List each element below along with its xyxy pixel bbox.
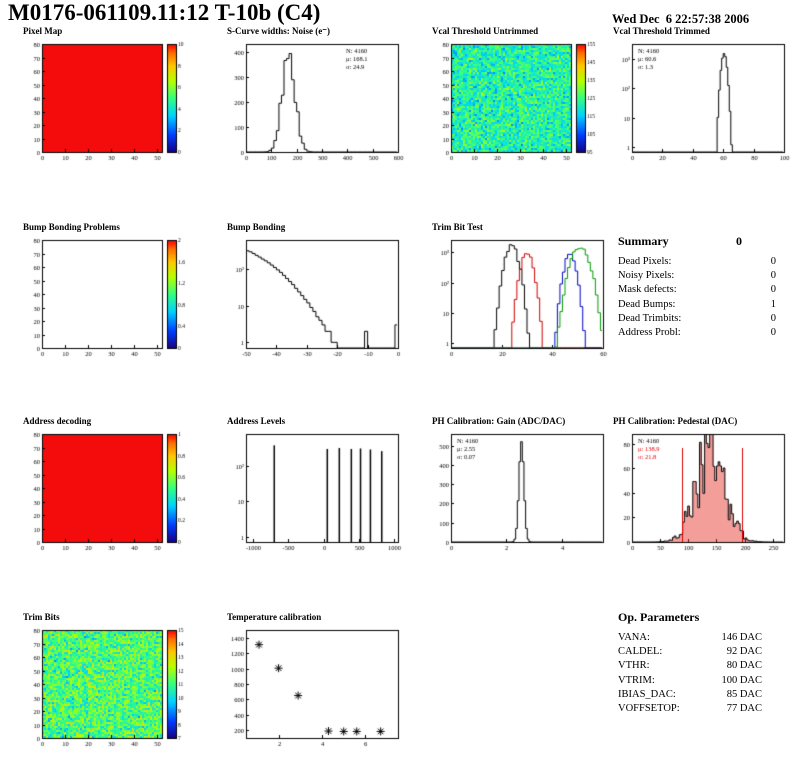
summary-row-value: 0 xyxy=(770,256,776,267)
summary-row-label: Noisy Pixels: xyxy=(618,270,675,282)
op-parameter-row: VTRIM: 100 DAC xyxy=(618,674,784,688)
summary-heading-value: 0 xyxy=(736,234,742,248)
vcal-trimmed-plot: Vcal Threshold Trimmed xyxy=(606,26,792,170)
pixel-map-title: Pixel Map xyxy=(23,26,63,36)
address-levels-canvas xyxy=(220,428,406,560)
bump-bonding-title: Bump Bonding xyxy=(227,222,286,232)
op-parameters-block: Op. Parameters VANA: 146 DAC CALDEL: 92 DA… xyxy=(606,610,784,716)
op-parameter-value: 100 DAC xyxy=(721,674,762,686)
summary-row: Dead Pixels: 0 xyxy=(618,255,784,269)
op-parameter-label: IBIAS_DAC: xyxy=(618,688,676,700)
vcal-trimmed-title: Vcal Threshold Trimmed xyxy=(613,26,710,36)
vcal-untrimmed-title: Vcal Threshold Untrimmed xyxy=(432,26,539,36)
summary-row: Dead Trimbits: 0 xyxy=(618,312,784,326)
vcal-untrimmed-canvas xyxy=(425,38,611,170)
bump-bonding-canvas xyxy=(220,234,406,366)
trim-bit-test-title: Trim Bit Test xyxy=(432,222,483,232)
scurve-noise-title: S-Curve widths: Noise (e⁻) xyxy=(227,26,330,36)
op-parameter-value: 77 DAC xyxy=(726,703,762,715)
timestamp: Wed Dec 6 22:57:38 2006 xyxy=(612,12,750,26)
ph-pedestal-canvas xyxy=(606,428,792,560)
op-parameter-label: VANA: xyxy=(618,632,650,643)
op-parameter-row: VTHR: 80 DAC xyxy=(618,659,784,673)
op-parameter-label: VTHR: xyxy=(618,660,650,672)
temp-calibration-plot: Temperature calibration xyxy=(220,612,406,756)
summary-heading-label: Summary xyxy=(618,234,669,248)
trim-bit-test-plot: Trim Bit Test xyxy=(425,222,611,366)
scurve-noise-canvas xyxy=(220,38,406,170)
summary-heading: Summary 0 xyxy=(618,234,784,249)
vcal-untrimmed-plot: Vcal Threshold Untrimmed xyxy=(425,26,611,170)
trim-bits-plot: Trim Bits xyxy=(16,612,202,756)
trim-bits-canvas xyxy=(16,624,202,756)
op-parameter-value: 92 DAC xyxy=(726,646,762,658)
pixel-map-plot: Pixel Map xyxy=(16,26,202,170)
bump-bonding-plot: Bump Bonding xyxy=(220,222,406,366)
address-decoding-title: Address decoding xyxy=(23,416,92,426)
summary-row-label: Address Probl: xyxy=(618,327,681,339)
op-parameter-label: CALDEL: xyxy=(618,646,663,658)
address-levels-title: Address Levels xyxy=(227,416,286,426)
ph-gain-canvas xyxy=(425,428,611,560)
trim-bit-test-canvas xyxy=(425,234,611,366)
address-decoding-canvas xyxy=(16,428,202,560)
ph-gain-plot: PH Calibration: Gain (ADC/DAC) xyxy=(425,416,611,560)
op-parameter-value: 80 DAC xyxy=(726,660,762,672)
summary-row-value: 0 xyxy=(770,312,776,324)
summary-row: Mask defects: 0 xyxy=(618,283,784,297)
bump-problems-title: Bump Bonding Problems xyxy=(23,222,120,232)
summary-row-value: 1 xyxy=(770,298,776,310)
summary-row-label: Dead Pixels: xyxy=(618,256,672,267)
ph-pedestal-title: PH Calibration: Pedestal (DAC) xyxy=(613,416,738,426)
summary-row-label: Dead Bumps: xyxy=(618,298,676,310)
bump-problems-canvas xyxy=(16,234,202,366)
temp-calibration-title: Temperature calibration xyxy=(227,612,322,622)
summary-row: Address Probl: 0 xyxy=(618,326,784,340)
summary-row: Noisy Pixels: 0 xyxy=(618,269,784,283)
ph-pedestal-plot: PH Calibration: Pedestal (DAC) xyxy=(606,416,792,560)
op-parameter-row: VOFFSETOP: 77 DAC xyxy=(618,702,784,716)
summary-row-label: Dead Trimbits: xyxy=(618,312,682,324)
address-decoding-plot: Address decoding xyxy=(16,416,202,560)
op-parameter-row: CALDEL: 92 DAC xyxy=(618,645,784,659)
temp-calibration-canvas xyxy=(220,624,406,756)
summary-row-value: 0 xyxy=(770,284,776,296)
op-parameter-row: IBIAS_DAC: 85 DAC xyxy=(618,688,784,702)
op-parameter-label: VTRIM: xyxy=(618,674,655,686)
op-parameter-value: 146 DAC xyxy=(721,632,762,643)
trim-bits-title: Trim Bits xyxy=(23,612,60,622)
op-parameters-heading: Op. Parameters xyxy=(618,610,784,625)
summary-block: Summary 0 Dead Pixels: 0 Noisy Pixels: 0 M… xyxy=(606,234,784,340)
summary-row-value: 0 xyxy=(770,270,776,282)
summary-row-value: 0 xyxy=(770,327,776,339)
vcal-trimmed-canvas xyxy=(606,38,792,170)
pixel-map-canvas xyxy=(16,38,202,170)
summary-row-label: Mask defects: xyxy=(618,284,677,296)
ph-gain-title: PH Calibration: Gain (ADC/DAC) xyxy=(432,416,566,426)
summary-row: Dead Bumps: 1 xyxy=(618,298,784,312)
op-parameters-heading-label: Op. Parameters xyxy=(618,610,700,624)
op-parameter-label: VOFFSETOP: xyxy=(618,703,680,715)
op-parameter-row: VANA: 146 DAC xyxy=(618,631,784,645)
page-title: M0176-061109.11:12 T-10b (C4) xyxy=(8,0,321,25)
address-levels-plot: Address Levels xyxy=(220,416,406,560)
bump-problems-plot: Bump Bonding Problems xyxy=(16,222,202,366)
scurve-noise-plot: S-Curve widths: Noise (e⁻) xyxy=(220,26,406,170)
op-parameter-value: 85 DAC xyxy=(726,688,762,700)
